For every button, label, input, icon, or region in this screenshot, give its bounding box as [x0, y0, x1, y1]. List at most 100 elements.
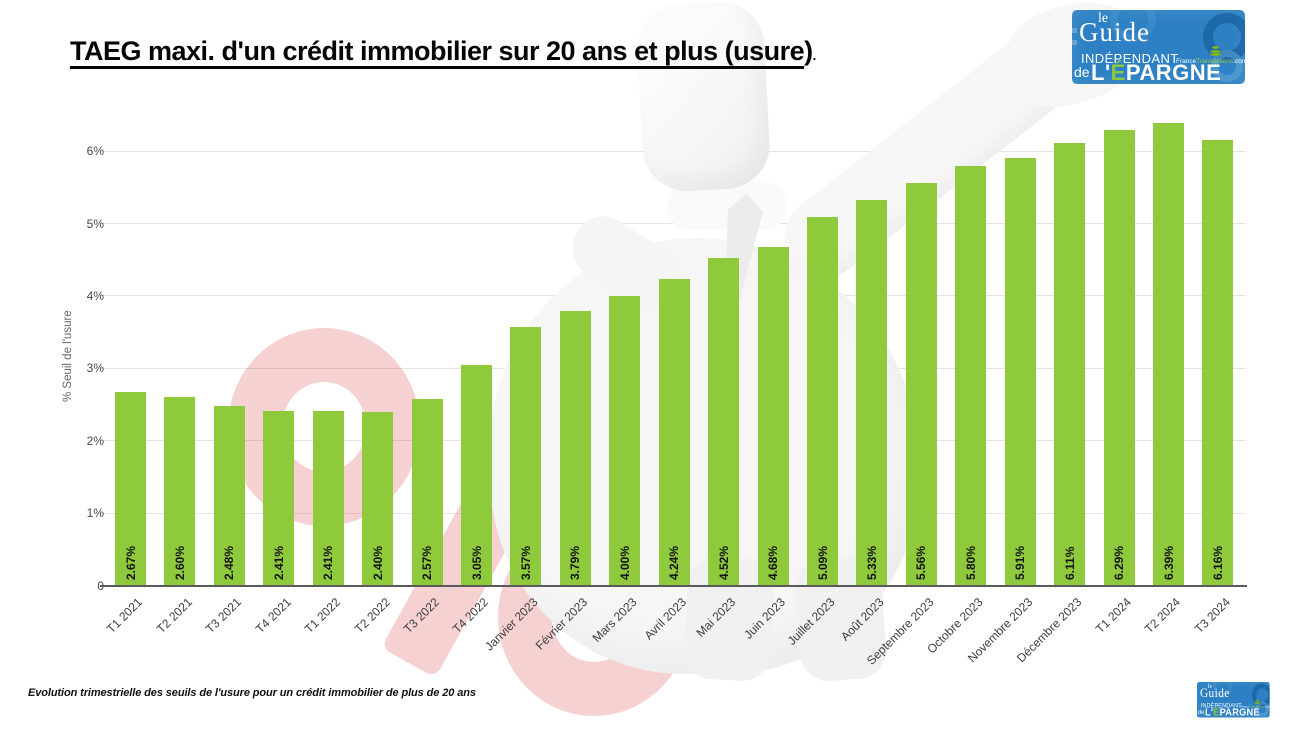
bar — [213, 405, 245, 586]
chart-caption: Evolution trimestrielle des seuils de l'… — [28, 687, 476, 699]
bar — [609, 295, 641, 586]
y-axis-tick: 3% — [86, 361, 104, 376]
y-axis-tick: 0 — [0, 579, 104, 593]
page-title-text: TAEG maxi. d'un crédit immobilier sur 20… — [70, 36, 805, 66]
x-axis-label-text: T3 2024 — [1191, 594, 1233, 636]
x-axis-label-text: Avril 2023 — [641, 594, 690, 642]
logo-site-name: FranceTransactions.com — [1176, 58, 1245, 65]
logo-site-suffix: .com — [1264, 705, 1270, 709]
page-title-paren: ) — [804, 36, 813, 66]
logo-site-prefix: France — [1240, 705, 1250, 709]
bar — [312, 411, 344, 586]
x-axis-label-text: T1 2021 — [104, 594, 146, 636]
bar — [1202, 139, 1234, 586]
bar-value-label: 4.24% — [667, 545, 682, 580]
y-axis-tick: 5% — [86, 216, 104, 231]
bar-value-label: 4.52% — [716, 545, 731, 580]
logo-word-epargne: L'ÉPARGNE — [1205, 706, 1260, 718]
bar-value-label: 2.41% — [321, 545, 336, 580]
brand-logo-small-box: le Guide INDÉPENDANT FranceTransactions.… — [1197, 682, 1270, 718]
bar-value-label: 6.29% — [1112, 545, 1127, 580]
bar-value-label: 2.41% — [271, 545, 286, 580]
logo-site-mid: Transactions — [1196, 58, 1234, 65]
bar-value-label: 6.39% — [1161, 545, 1176, 580]
x-axis-label-text: Août 2023 — [838, 594, 887, 644]
bar — [1153, 122, 1185, 586]
bar — [411, 399, 443, 586]
x-axis-label-text: T2 2022 — [351, 594, 393, 636]
bar-value-label: 5.33% — [864, 545, 879, 580]
x-axis-label-text: T1 2022 — [302, 594, 344, 636]
logo-word-guide: Guide — [1199, 685, 1230, 700]
logo-epargne-l: L' — [1091, 60, 1111, 84]
bar — [263, 411, 295, 586]
logo-circle-decoration — [1211, 50, 1243, 82]
y-axis-tick: 6% — [86, 144, 104, 159]
x-axis-label-text: Juillet 2023 — [784, 594, 838, 648]
bar-value-label: 3.79% — [568, 545, 583, 580]
x-axis-label-text: Juin 2023 — [741, 594, 788, 642]
x-axis-label-text: Janvier 2023 — [482, 594, 541, 653]
brand-logo-small: le Guide INDÉPENDANT FranceTransactions.… — [1197, 682, 1270, 718]
logo-site-mid: Transactions — [1249, 705, 1265, 709]
x-axis-label-text: T2 2024 — [1142, 594, 1184, 636]
bar — [955, 165, 987, 586]
x-axis-label-text: Février 2023 — [532, 594, 591, 653]
logo-site-suffix: .com — [1233, 58, 1245, 65]
x-axis-label-text: T3 2021 — [203, 594, 245, 636]
logo-epargne-accent: É — [1110, 60, 1126, 84]
logo-epargne-l: L' — [1204, 706, 1214, 718]
bar — [1004, 157, 1036, 586]
bar-value-label: 5.09% — [815, 545, 830, 580]
bar — [807, 216, 839, 586]
bar-value-label: 3.57% — [518, 545, 533, 580]
page-title-period: . — [812, 48, 817, 63]
bar — [658, 278, 690, 586]
x-axis-label-text: T3 2022 — [400, 594, 442, 636]
logo-site-name: FranceTransactions.com — [1241, 705, 1270, 708]
logo-site-prefix: France — [1176, 58, 1197, 65]
x-axis-label-text: Mai 2023 — [693, 594, 739, 640]
bar-value-label: 4.68% — [766, 545, 781, 580]
bar-value-label: 3.05% — [469, 545, 484, 580]
bar-value-label: 6.16% — [1210, 545, 1225, 580]
logo-word-de: de — [1074, 64, 1090, 80]
logo-circle-decoration — [1255, 701, 1269, 717]
x-axis-line — [100, 585, 1247, 587]
y-axis-title: % Seuil de l'usure — [62, 310, 74, 402]
bar — [1103, 130, 1135, 586]
bar — [164, 397, 196, 586]
bar-value-label: 5.91% — [1013, 545, 1028, 580]
bar-value-label: 2.57% — [420, 545, 435, 580]
x-axis-label-text: Mars 2023 — [589, 594, 640, 645]
bar-value-label: 5.80% — [963, 545, 978, 580]
x-axis-label-text: T1 2024 — [1092, 594, 1134, 636]
bar-value-label: 6.11% — [1062, 546, 1077, 580]
bar — [708, 258, 740, 586]
logo-word-epargne: L'ÉPARGNE — [1091, 60, 1221, 84]
y-axis-tick: 2% — [86, 433, 104, 448]
bar — [559, 311, 591, 586]
x-axis-label-text: T2 2021 — [153, 594, 195, 636]
bar-value-label: 2.60% — [172, 545, 187, 580]
bar — [362, 411, 394, 586]
bar — [856, 199, 888, 586]
brand-logo: le Guide INDÉPENDANT FranceTransactions.… — [1072, 10, 1245, 84]
bar — [115, 392, 146, 586]
logo-epargne-rest: PARGNE — [1125, 60, 1222, 84]
bar-value-label: 2.48% — [222, 545, 237, 580]
bar — [905, 182, 937, 586]
bar — [461, 364, 492, 586]
y-axis-tick: 4% — [86, 288, 104, 303]
logo-word-guide: Guide — [1079, 17, 1150, 47]
x-axis-label-text: T4 2021 — [252, 594, 294, 636]
logo-word-independant: INDÉPENDANT — [1200, 701, 1242, 709]
logo-epargne-rest: PARGNE — [1219, 706, 1260, 718]
bar — [1054, 143, 1086, 586]
logo-word-le: le — [1207, 682, 1213, 690]
logo-epargne-accent: É — [1213, 706, 1220, 718]
logo-word-de: de — [1197, 707, 1205, 716]
logo-circle-decoration — [1212, 682, 1233, 698]
y-axis-tick: 1% — [86, 506, 104, 521]
